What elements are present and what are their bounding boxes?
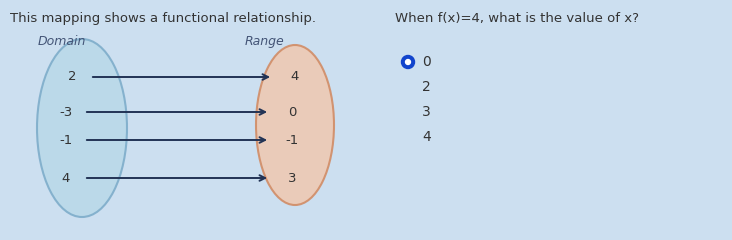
- Text: -1: -1: [59, 133, 72, 146]
- Text: -1: -1: [285, 133, 299, 146]
- Text: When f(x)=4, what is the value of x?: When f(x)=4, what is the value of x?: [395, 12, 639, 25]
- Ellipse shape: [37, 39, 127, 217]
- Text: 4: 4: [61, 172, 70, 185]
- Circle shape: [406, 60, 411, 65]
- Text: 4: 4: [422, 130, 430, 144]
- Text: Range: Range: [245, 35, 285, 48]
- Text: Domain: Domain: [38, 35, 86, 48]
- Text: 0: 0: [422, 55, 430, 69]
- Text: 2: 2: [68, 71, 76, 84]
- Text: -3: -3: [59, 106, 72, 119]
- Ellipse shape: [256, 45, 334, 205]
- Text: 3: 3: [288, 172, 296, 185]
- Text: 3: 3: [422, 105, 430, 119]
- Text: This mapping shows a functional relationship.: This mapping shows a functional relation…: [10, 12, 316, 25]
- Circle shape: [401, 55, 414, 68]
- Text: 2: 2: [422, 80, 430, 94]
- Text: 4: 4: [291, 71, 299, 84]
- Text: 0: 0: [288, 106, 296, 119]
